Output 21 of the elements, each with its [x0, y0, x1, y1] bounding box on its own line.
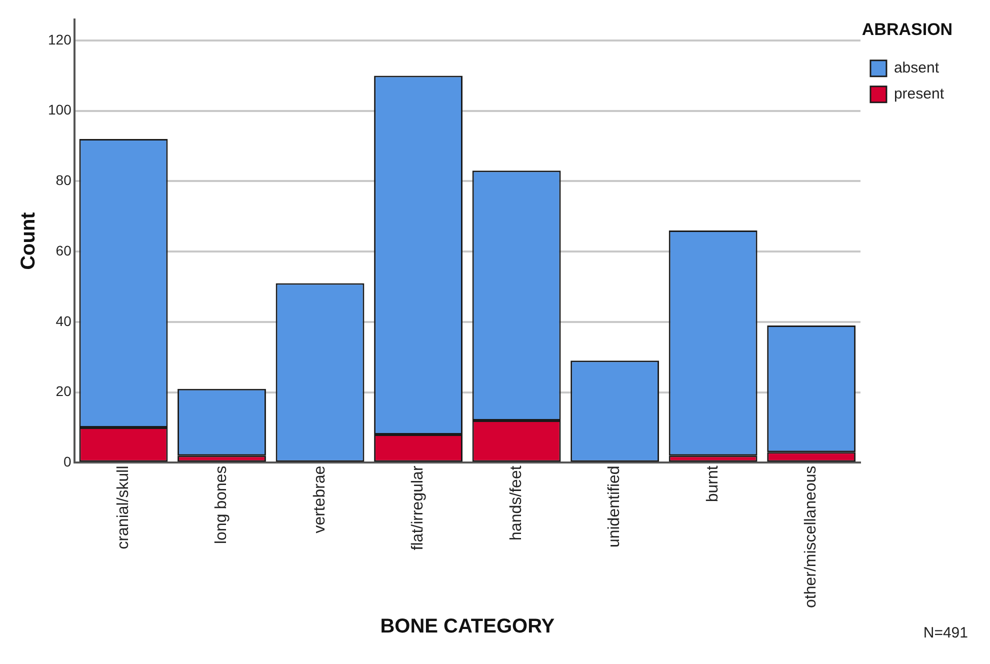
x-tick-label: cranial/skull: [114, 466, 132, 550]
x-axis-title: BONE CATEGORY: [380, 616, 556, 638]
y-tick-label: 60: [56, 242, 72, 258]
y-tick-label: 20: [56, 383, 72, 400]
x-tick-label: hands/feet: [508, 465, 525, 540]
y-tick-label: 100: [48, 102, 72, 118]
y-tick-label: 80: [56, 172, 72, 188]
y-tick-label: 40: [56, 312, 72, 329]
x-tick-label: long bones: [213, 466, 230, 544]
x-tick-label: flat/irregular: [410, 465, 427, 550]
legend-title: ABRASION: [862, 20, 953, 40]
legend-label: present: [894, 86, 945, 103]
x-tick-label: burnt: [704, 465, 722, 502]
x-tick-label: other/miscellaneous: [802, 466, 820, 608]
y-axis-title: Count: [18, 212, 40, 270]
x-tick-label: vertebrae: [311, 466, 328, 534]
text: N=491: [923, 624, 968, 642]
legend-label: absent: [894, 60, 940, 77]
x-tick-label: unidentified: [606, 466, 624, 548]
y-tick-label: 120: [48, 31, 72, 48]
y-tick-label: 0: [64, 454, 72, 470]
